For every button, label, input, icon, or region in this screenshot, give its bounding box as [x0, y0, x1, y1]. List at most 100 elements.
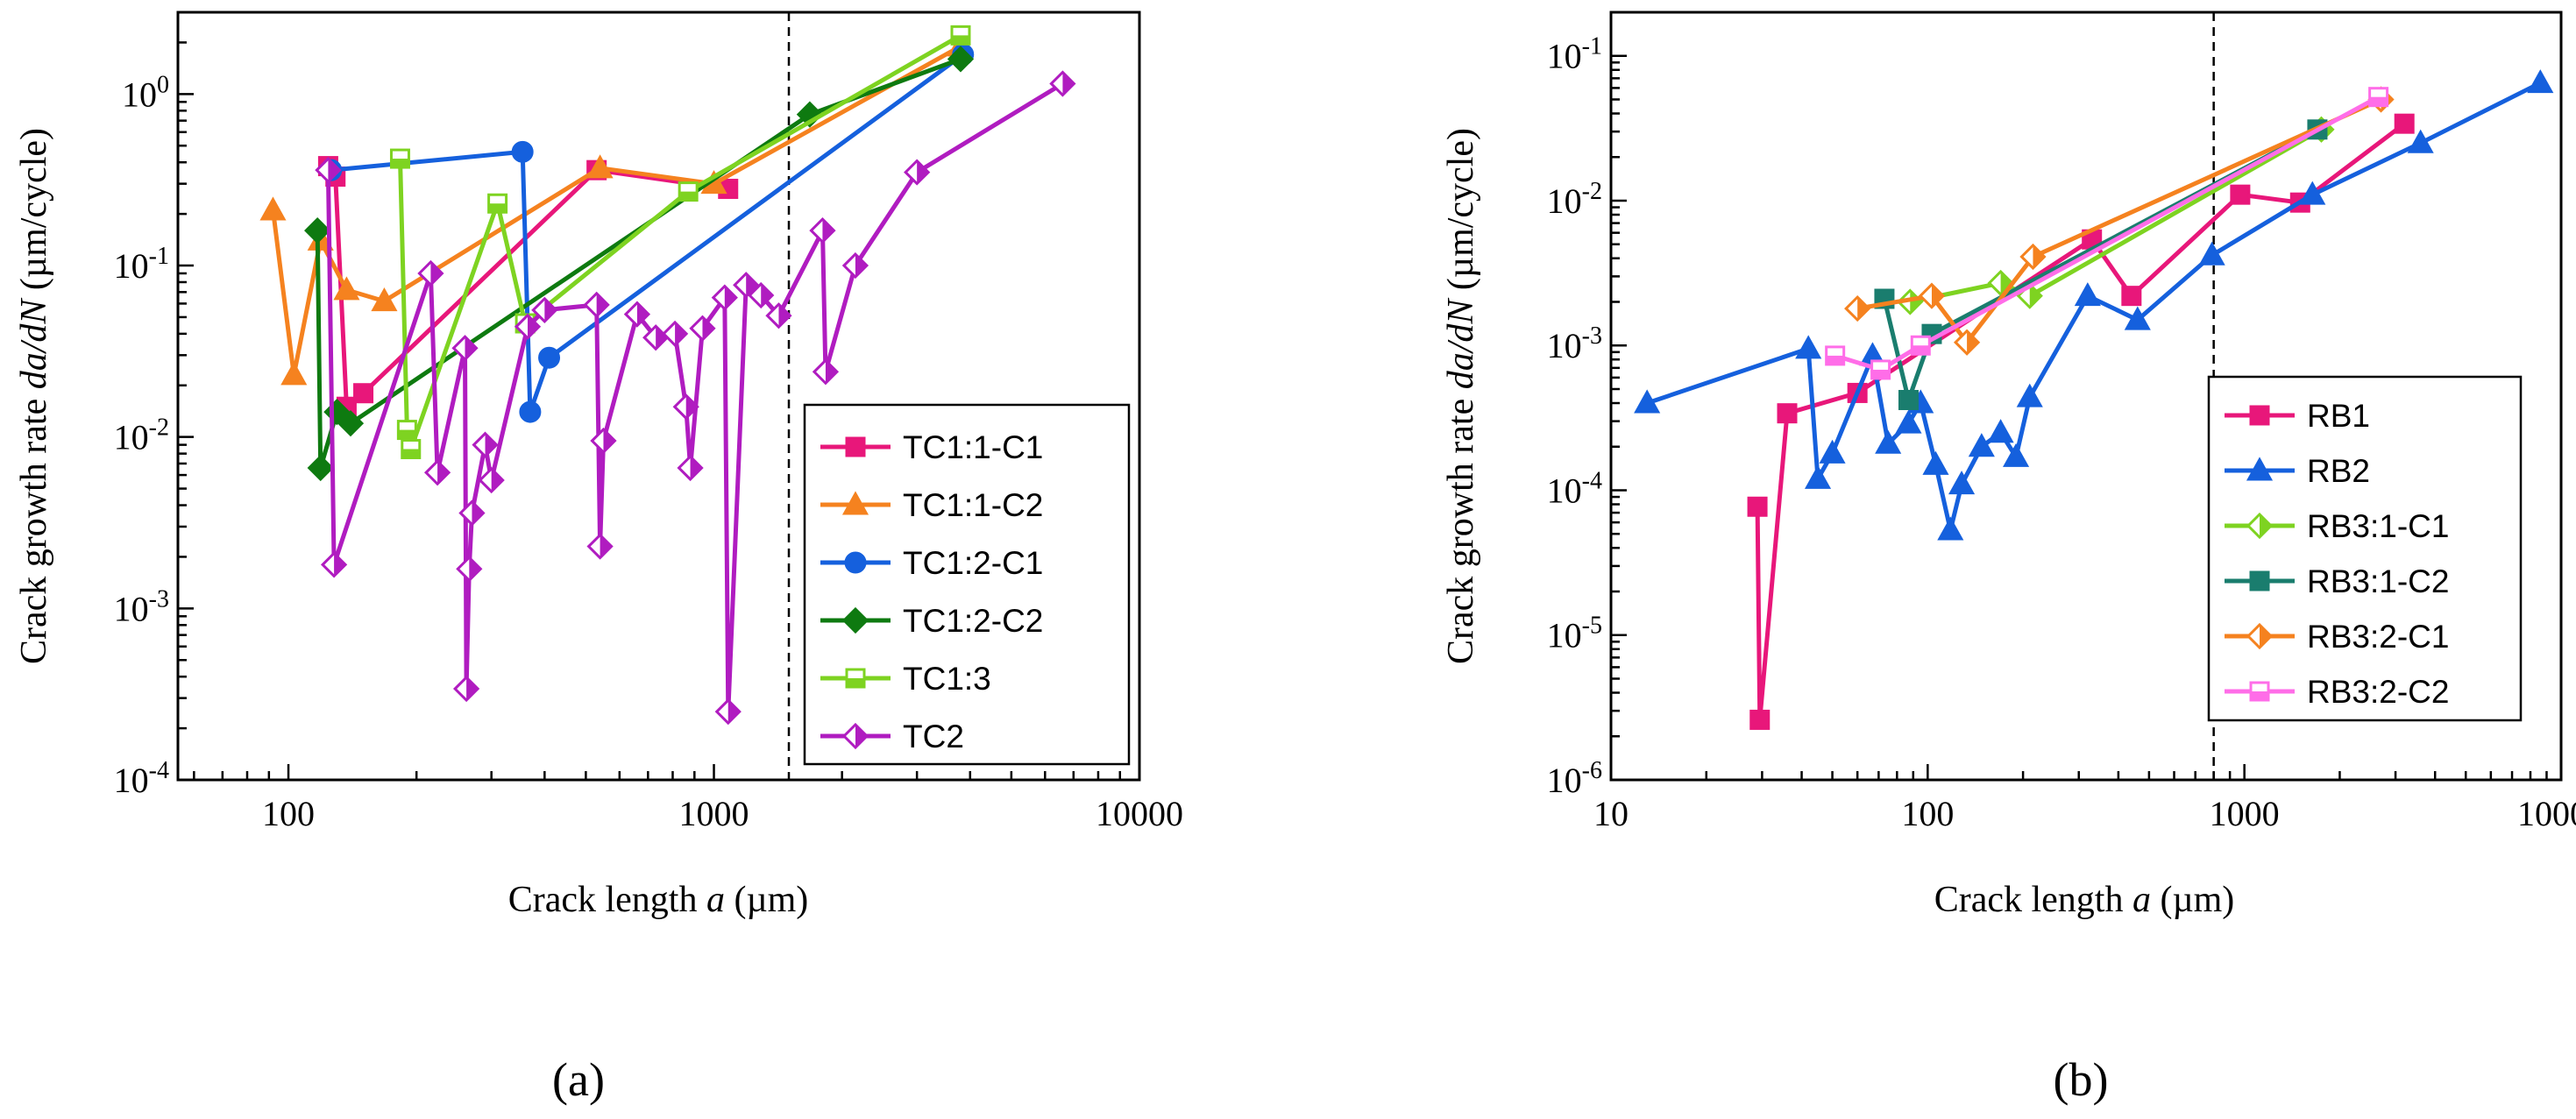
- panel-b-series-1: [1634, 69, 2554, 541]
- panel-b-series-1-point: [2198, 241, 2225, 266]
- panel-a-legend-label-0: TC1:1-C1: [903, 429, 1043, 465]
- panel-b-legend-label-3: RB3:1-C2: [2307, 563, 2449, 599]
- panel-a-series-5-point-fill: [334, 553, 346, 577]
- panel-a-series-5-point-fill: [437, 461, 450, 485]
- panel-b-series-0-point: [1747, 496, 1768, 517]
- panel-b-label: (b): [2054, 1053, 2109, 1106]
- panel-b-x-tick-label: 100: [1901, 794, 1954, 833]
- panel-a-series-4-point-fill: [679, 191, 698, 201]
- panel-a-series-1-line: [271, 44, 962, 378]
- panel-b-series-1-point: [1948, 471, 1976, 495]
- panel-a-series-5-point-fill: [727, 700, 740, 724]
- panel-a-legend-marker-1: [841, 491, 869, 515]
- panel-a-series-5: [315, 70, 1076, 726]
- panel-b-legend-marker-2-fill: [2260, 514, 2271, 537]
- panel-a-series-2-point: [538, 346, 561, 369]
- panel-b-legend-items: RB1 RB2 RB3:1-C1 RB3:1-C2 RB3:2-C1 RB3:2-C2: [2225, 398, 2449, 710]
- panel-a-series-5-point-fill: [917, 160, 929, 184]
- panel-b-y-tick-label: 10-3: [1547, 322, 1602, 365]
- panel-b-series-1-point: [2003, 443, 2030, 467]
- panel-b-series-1-point: [2407, 129, 2434, 153]
- panel-b-series-1-point: [1795, 335, 1822, 359]
- panel-b-legend-label-4: RB3:2-C1: [2307, 619, 2449, 655]
- panel-b-series-5-line: [1834, 95, 2380, 372]
- panel-a-legend-marker-3: [841, 606, 869, 634]
- panel-b-legend-marker-4-fill: [2260, 625, 2271, 648]
- panel-b-series-5-point-fill: [1871, 369, 1890, 379]
- panel-b-legend-marker-1: [2246, 457, 2274, 481]
- panel-a-series-5-point-fill: [825, 360, 837, 384]
- panel-a-series-5-point-fill: [702, 316, 714, 340]
- panel-a-series-5-point-fill: [636, 302, 649, 326]
- panel-b-series-4-point-fill: [1967, 330, 1979, 354]
- panel-a-legend-label-2: TC1:2-C1: [903, 545, 1043, 581]
- panel-a-series-5-point-fill: [430, 261, 443, 285]
- panel-b-series-4-point-fill: [1857, 297, 1870, 321]
- panel-b-series-4: [1844, 86, 2395, 356]
- panel-a-x-axis-title: Crack length a (µm): [508, 880, 809, 920]
- panel-a-series-5-point-fill: [603, 429, 615, 453]
- panel-b-x-tick-labels: 10 100 1000 10000: [1593, 794, 2576, 833]
- panel-a-series-4-point-fill: [391, 159, 409, 168]
- panel-b-series-1-point: [1634, 389, 1661, 414]
- panel-b-series-5-point-fill: [1826, 355, 1844, 365]
- panel-b-y-tick-label: 10-1: [1547, 33, 1602, 76]
- panel-b-series-1-point: [2016, 383, 2043, 407]
- panel-a-series-5-point-fill: [656, 326, 668, 350]
- panel-b-series-1-point: [2299, 181, 2326, 205]
- panel-b-series-2: [1897, 116, 2335, 315]
- panel-a-series-3-point: [947, 46, 975, 73]
- panel-a-series-2-line: [330, 53, 965, 414]
- panel-a-series-4-point-fill: [398, 429, 416, 439]
- panel-a-y-tick-label: 10-4: [114, 757, 169, 800]
- panel-a-series-5-point-fill: [485, 433, 497, 457]
- panel-a-series-5-point-fill: [685, 395, 698, 419]
- panel-a-legend-items: TC1:1-C1 TC1:1-C2 TC1:2-C1 TC1:2-C2 TC1:3 TC2: [820, 429, 1043, 754]
- panel-b-series-1-point: [1987, 419, 2014, 443]
- panel-b-y-axis-title: Crack growth rate da/dN (µm/cycle): [1441, 128, 1481, 664]
- panel-b-series-1-point: [2124, 306, 2151, 330]
- panel-b-series: [1634, 69, 2554, 730]
- panel-a-series-4-point-fill: [488, 203, 507, 213]
- panel-a-series-1-point: [586, 154, 614, 179]
- panel-b-series-5: [1825, 87, 2389, 380]
- panel-a-legend-marker-0: [845, 436, 866, 457]
- panel-b-legend-marker-3: [2249, 570, 2270, 591]
- panel-a-legend-label-5: TC2: [903, 719, 964, 754]
- panel-a-legend-box: [803, 403, 1131, 766]
- panel-a-series-0-point: [353, 383, 374, 404]
- panel-b-legend-box: [2207, 375, 2523, 722]
- panel-a-legend-label-4: TC1:3: [903, 661, 991, 697]
- panel-b-y-tick-label: 10-6: [1547, 757, 1602, 800]
- panel-b-series-1-point: [2527, 69, 2554, 94]
- panel-a-x-tick-label: 10000: [1096, 794, 1183, 833]
- panel-b-legend-label-0: RB1: [2307, 398, 2370, 434]
- panel-a-legend-marker-4-fill: [847, 678, 864, 687]
- panel-a-series-3-point: [337, 410, 365, 437]
- panel-a-series-4-point-fill: [951, 35, 969, 45]
- panel-a-legend-marker-5-fill: [855, 725, 867, 747]
- panel-a-series-5-point-fill: [465, 336, 477, 360]
- panel-a-legend-label-1: TC1:1-C2: [903, 487, 1043, 523]
- panel-b-series-1-point: [1937, 516, 1964, 541]
- panel-a-series-5-point-fill: [544, 298, 557, 322]
- panel-b-x-tick-label: 1000: [2210, 794, 2280, 833]
- panel-b-series-3-line: [1882, 127, 2319, 402]
- panel-b-series-0-point: [1777, 403, 1798, 424]
- panel-a-series-5-point-fill: [746, 273, 758, 297]
- panel-a-series-5-point-fill: [328, 159, 340, 182]
- panel-b-series-0-point: [2121, 286, 2142, 307]
- panel-a-series-5-point-fill: [822, 219, 834, 243]
- panel-a-series-4-line: [398, 33, 962, 451]
- panel-a-series-1: [259, 32, 975, 386]
- panel-b-legend-label-5: RB3:2-C2: [2307, 674, 2449, 710]
- panel-a-series-3-point: [307, 454, 334, 482]
- panel-b-y-tick-label: 10-2: [1547, 178, 1602, 221]
- panel-a-series-1-point: [280, 361, 308, 386]
- panel-b-x-tick-label: 10: [1593, 794, 1629, 833]
- panel-a-series-1-point: [259, 196, 287, 221]
- panel-a-y-tick-label: 10-1: [114, 243, 169, 286]
- panel-b-chart: 10100100010000 10-610-510-410-310-210-1 …: [1441, 11, 2576, 1106]
- panel-a-series-5-point-fill: [761, 284, 773, 308]
